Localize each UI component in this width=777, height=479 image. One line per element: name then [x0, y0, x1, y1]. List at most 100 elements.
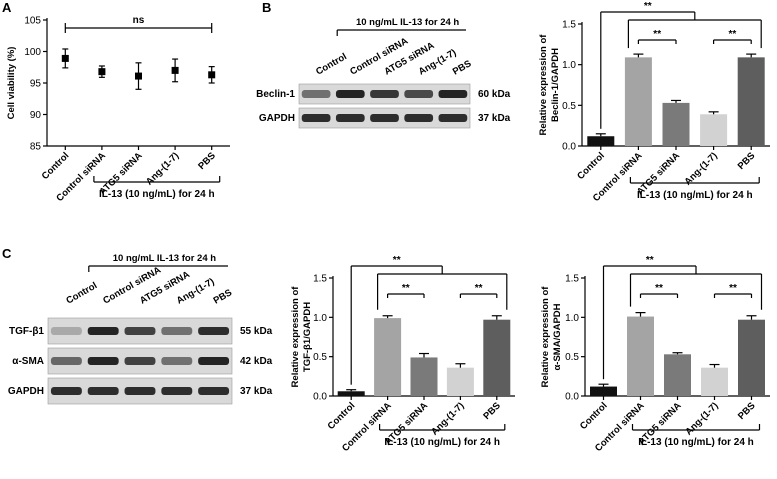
y-tick-label: 95	[30, 79, 42, 90]
data-point	[208, 71, 216, 79]
data-point	[61, 54, 69, 62]
blot-lane-label: PBS	[212, 287, 234, 306]
blot-header-label: 10 ng/mL IL-13 for 24 h	[113, 253, 216, 264]
blot-band	[124, 327, 156, 335]
blot-band	[198, 327, 230, 335]
y-tick-label: 0.5	[313, 352, 327, 363]
y-axis-label: Relative expression of	[540, 286, 551, 388]
blot-band	[198, 357, 230, 365]
blot-band	[438, 114, 468, 122]
y-tick-label: 100	[24, 47, 41, 58]
blot-band	[161, 327, 193, 335]
bar	[738, 319, 765, 396]
x-tick-label: Ang-(1-7)	[683, 400, 720, 437]
x-tick-label: Control	[575, 150, 607, 182]
blot-protein-label: GAPDH	[259, 113, 295, 124]
blot-band	[370, 114, 399, 122]
sig-label: **	[475, 283, 483, 294]
blot-band	[335, 90, 365, 98]
blot-band	[50, 327, 82, 335]
blot-lane-label: Control	[64, 280, 99, 306]
blot-lane-label: PBS	[451, 58, 473, 77]
sig-label: **	[653, 29, 661, 40]
blot-band	[124, 387, 156, 395]
bar	[374, 318, 402, 396]
blot-protein-label: GAPDH	[8, 386, 44, 397]
bar	[410, 357, 438, 396]
y-tick-label: 90	[30, 110, 42, 121]
blot-band	[404, 90, 434, 98]
bar	[587, 136, 615, 146]
y-tick-label: 0.5	[562, 101, 576, 112]
y-axis-label: Relative expression of	[538, 34, 549, 136]
chart-c-sma: 0.0 0.5 1.0 1.5 Relative expression of α-SMA/…	[540, 255, 770, 454]
y-axis-label: Relative expression of	[290, 286, 301, 388]
blot-band	[124, 357, 156, 365]
blot-band	[87, 327, 119, 335]
bar	[627, 316, 654, 396]
blot-band	[50, 387, 82, 395]
bar	[624, 57, 652, 147]
x-group-label: IL-13 (10 ng/mL) for 24 h	[638, 437, 754, 448]
y-tick-label: 0.0	[562, 142, 576, 153]
chart-b: 0.0 0.5 1.0 1.5 Relative expression of Beclin…	[538, 1, 770, 204]
y-tick-label: 1.0	[313, 313, 327, 324]
blot-band	[370, 90, 399, 98]
bar	[737, 57, 765, 147]
blot-kda-label: 37 kDa	[240, 386, 273, 397]
blot-kda-label: 42 kDa	[240, 356, 273, 367]
data-point	[171, 66, 179, 74]
panel-letter-b: B	[262, 0, 271, 15]
y-tick-label: 1.5	[313, 274, 327, 285]
x-tick-label: Control	[40, 150, 72, 182]
y-tick-label: 1.5	[562, 20, 576, 31]
blot-band	[438, 90, 468, 98]
blot-protein-label: α-SMA	[12, 356, 44, 367]
y-tick-label: 1.0	[565, 313, 579, 324]
bar	[483, 319, 511, 396]
sig-label: **	[729, 29, 737, 40]
sig-label: **	[646, 255, 654, 266]
blot-kda-label: 55 kDa	[240, 326, 273, 337]
y-tick-label: 0.0	[565, 392, 579, 403]
blot-band	[87, 387, 119, 395]
bar	[700, 114, 728, 146]
x-group-label: IL-13 (10 ng/mL) for 24 h	[99, 189, 215, 200]
blot-band	[404, 114, 434, 122]
blot-kda-label: 37 kDa	[478, 113, 511, 124]
blot-band	[161, 357, 193, 365]
y-axis-label: TGF-β1/GAPDH	[302, 302, 313, 372]
x-tick-label: Ang-(1-7)	[682, 150, 719, 187]
blot-protein-label: Beclin-1	[256, 89, 295, 100]
x-tick-label: PBS	[736, 150, 758, 172]
y-tick-label: 85	[30, 142, 42, 153]
x-tick-label: Ang-(1-7)	[429, 400, 466, 437]
sig-label: **	[644, 1, 652, 12]
blot-band	[301, 90, 331, 98]
blot-band	[50, 357, 82, 365]
y-tick-label: 1.5	[565, 274, 579, 285]
sig-label: **	[402, 283, 410, 294]
sig-label: **	[729, 283, 737, 294]
blot-protein-label: TGF-β1	[9, 326, 44, 337]
sig-label: ns	[133, 15, 145, 26]
panel-letter-a: A	[2, 0, 12, 15]
blot-band	[335, 114, 365, 122]
x-tick-label: Control	[326, 400, 358, 432]
x-group-label: IL-13 (10 ng/mL) for 24 h	[637, 190, 753, 201]
x-tick-label: PBS	[481, 400, 503, 422]
panel-letter-c: C	[2, 246, 12, 261]
bar	[446, 367, 474, 396]
x-tick-label: PBS	[196, 150, 218, 172]
blot-band	[161, 387, 193, 395]
y-tick-label: 1.0	[562, 60, 576, 71]
y-axis-label: Cell viability (%)	[6, 47, 17, 120]
bar	[337, 391, 365, 396]
blot-kda-label: 60 kDa	[478, 89, 511, 100]
y-tick-label: 105	[24, 16, 41, 27]
y-tick-label: 0.0	[313, 392, 327, 403]
